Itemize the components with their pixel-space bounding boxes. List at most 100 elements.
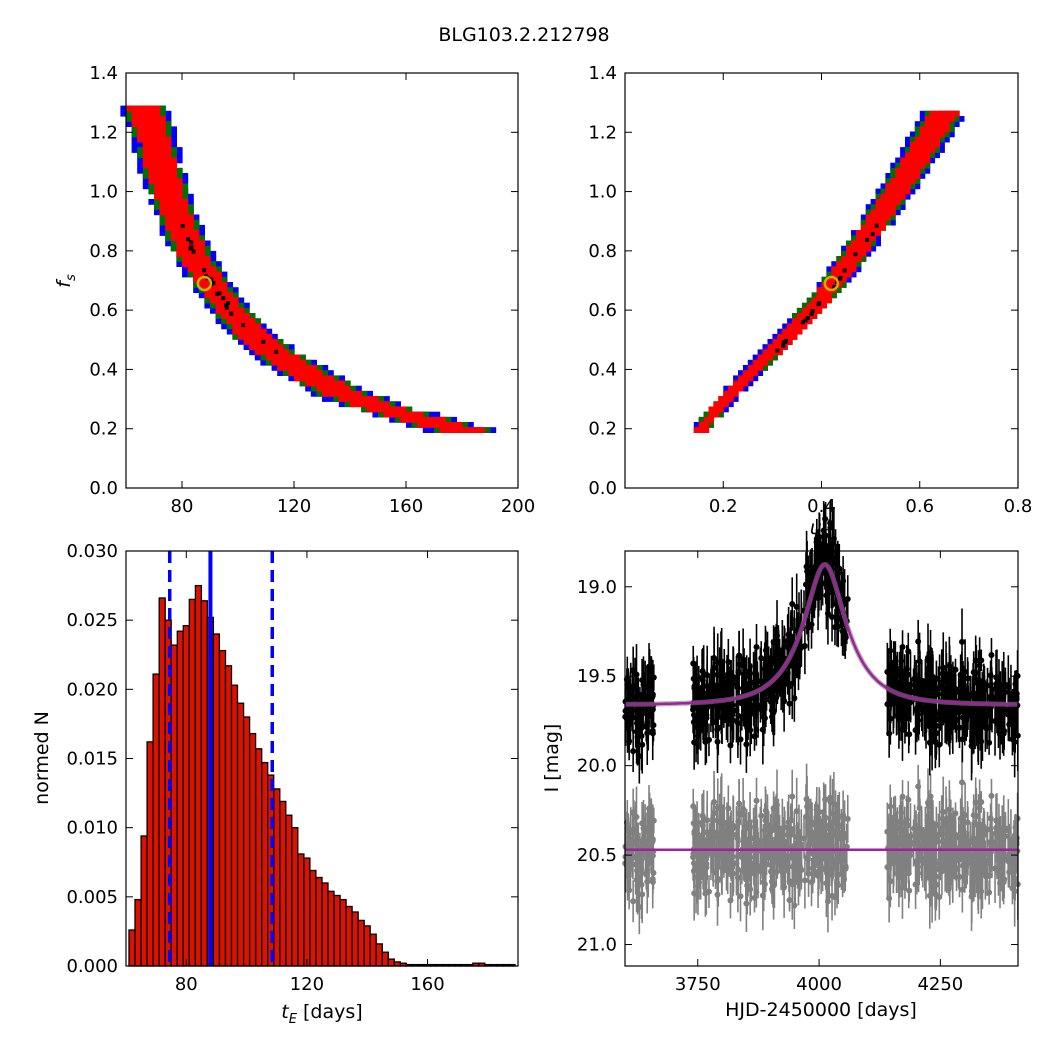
- heatmap-cell: [890, 219, 896, 226]
- residual-point: [723, 853, 730, 860]
- heatmap-cell: [895, 173, 901, 179]
- heatmap-cell: [762, 349, 768, 356]
- heatmap-cell: [800, 320, 805, 325]
- heatmap-cell: [890, 173, 896, 179]
- heatmap-cell: [120, 105, 127, 112]
- heatmap-cell: [327, 370, 334, 376]
- heatmap-cell: [187, 209, 194, 216]
- heatmap-cell: [182, 214, 189, 221]
- residual-point: [926, 892, 933, 899]
- data-point: [751, 701, 758, 708]
- heatmap-cell: [182, 261, 189, 267]
- heatmap-cell: [880, 188, 886, 195]
- heatmap-cell: [182, 266, 189, 273]
- heatmap-cell: [865, 224, 872, 231]
- heatmap-cell: [880, 199, 886, 205]
- heatmap-cell: [708, 406, 714, 413]
- heatmap-cell: [232, 328, 239, 335]
- heatmap-cell: [831, 276, 837, 283]
- heatmap-cell: [350, 401, 357, 408]
- heatmap-cell: [885, 209, 891, 216]
- heatmap-cell: [137, 105, 144, 112]
- heatmap-cell: [400, 416, 407, 423]
- heatmap-cell: [176, 245, 183, 252]
- heatmap-cell: [860, 245, 867, 252]
- residual-point: [705, 888, 712, 895]
- heatmap-cell: [831, 266, 837, 273]
- heatmap-cell: [176, 261, 183, 267]
- heatmap-cell: [703, 411, 710, 418]
- heatmap-cell: [909, 188, 916, 195]
- heatmap-cell: [165, 141, 172, 148]
- heatmap-cell: [944, 126, 950, 133]
- heatmap-cell: [187, 230, 194, 236]
- heatmap-cell: [919, 157, 926, 164]
- heatmap-cell: [880, 193, 886, 200]
- heatmap-cell: [909, 183, 916, 190]
- heatmap-cell: [215, 307, 222, 314]
- heatmap-cell: [733, 396, 739, 402]
- heatmap-cell: [131, 147, 138, 153]
- heatmap-cell: [316, 365, 323, 371]
- heatmap-cell: [170, 193, 177, 200]
- heatmap-cell: [180, 224, 185, 229]
- heatmap-cell: [305, 375, 312, 382]
- residual-point: [976, 804, 983, 811]
- data-point: [796, 616, 803, 623]
- residual-point: [751, 860, 758, 867]
- heatmap-cell: [159, 199, 166, 205]
- heatmap-cell: [165, 224, 172, 231]
- heatmap-cell: [243, 313, 250, 319]
- y-tick-label: 0.0: [89, 478, 118, 499]
- heatmap-cell: [310, 390, 317, 397]
- heatmap-cell: [733, 390, 739, 397]
- residual-point: [715, 876, 722, 883]
- heatmap-cell: [895, 178, 901, 184]
- heatmap-cell: [243, 323, 250, 330]
- data-point: [762, 656, 769, 663]
- heatmap-cell: [221, 297, 228, 304]
- heatmap-cell: [450, 427, 457, 433]
- heatmap-cell: [434, 422, 441, 428]
- heatmap-cell: [170, 178, 177, 184]
- heatmap-cell: [221, 287, 228, 293]
- heatmap-cell: [467, 422, 474, 428]
- heatmap-cell: [905, 178, 911, 184]
- heatmap-cell: [154, 136, 161, 143]
- heatmap-cell: [137, 157, 144, 164]
- heatmap-cell: [159, 121, 166, 127]
- heatmap-cell: [305, 385, 312, 392]
- heatmap-cell: [182, 256, 189, 262]
- heatmap-cell: [338, 385, 345, 392]
- data-point: [840, 577, 847, 584]
- heatmap-cell: [733, 380, 739, 387]
- heatmap-cell: [821, 287, 827, 293]
- heatmap-cell: [929, 131, 936, 138]
- heatmap-cell: [266, 359, 273, 366]
- residual-point: [999, 868, 1006, 875]
- histogram-bar: [176, 630, 184, 967]
- heatmap-cell: [809, 312, 814, 317]
- residual-point: [649, 876, 656, 883]
- residual-point: [782, 864, 789, 871]
- heatmap-cell: [243, 344, 250, 350]
- heatmap-cell: [294, 370, 301, 376]
- heatmap-cell: [249, 344, 256, 350]
- heatmap-cell: [191, 249, 196, 254]
- heatmap-cell: [855, 245, 862, 252]
- heatmap-cell: [193, 276, 200, 283]
- y-tick-label: 1.4: [89, 63, 118, 84]
- heatmap-cell: [900, 199, 906, 205]
- heatmap-cell: [182, 230, 189, 236]
- heatmap-cell: [131, 141, 138, 148]
- heatmap-cell: [914, 157, 921, 164]
- heatmap-cell: [148, 183, 155, 190]
- x-tick-label: 0.8: [1004, 496, 1033, 517]
- data-point: [717, 658, 724, 665]
- histogram-bar: [261, 761, 269, 967]
- heatmap-cell: [880, 209, 886, 216]
- heatmap-cell: [165, 230, 172, 236]
- heatmap-cell: [890, 188, 896, 195]
- heatmap-cell: [249, 333, 256, 340]
- heatmap-cell: [846, 276, 852, 283]
